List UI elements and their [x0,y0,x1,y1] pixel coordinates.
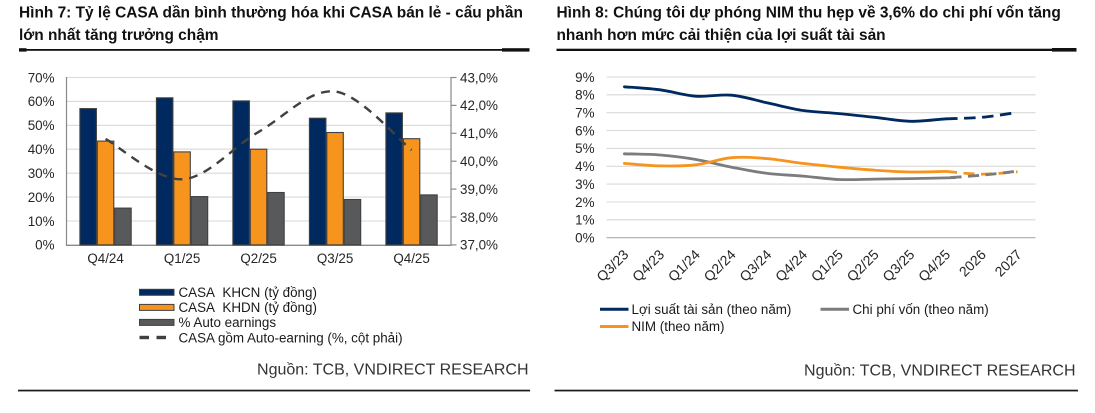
svg-text:7%: 7% [575,106,594,121]
svg-text:Nguồn: TCB, VNDIRECT RESEARCH: Nguồn: TCB, VNDIRECT RESEARCH [804,363,1075,380]
svg-text:60%: 60% [28,94,55,109]
svg-text:Hình 8: Chúng tôi dự phóng NIM: Hình 8: Chúng tôi dự phóng NIM thu hẹp v… [557,4,1061,21]
svg-text:42,0%: 42,0% [460,98,498,113]
svg-text:40,0%: 40,0% [460,154,498,169]
svg-text:3%: 3% [575,177,594,192]
svg-text:70%: 70% [28,70,55,85]
svg-text:Q1/25: Q1/25 [164,251,200,266]
svg-text:20%: 20% [28,190,55,205]
svg-text:Q2/25: Q2/25 [240,251,276,266]
svg-text:10%: 10% [28,214,55,229]
svg-text:40%: 40% [28,142,55,157]
svg-text:41,0%: 41,0% [460,126,498,141]
svg-text:CASA KHCN (tỷ đồng): CASA KHCN (tỷ đồng) [179,285,317,300]
svg-text:Lợi suất tài sản (theo năm): Lợi suất tài sản (theo năm) [632,302,792,317]
svg-text:50%: 50% [28,118,55,133]
svg-text:Q4/25: Q4/25 [393,251,429,266]
svg-text:4%: 4% [575,159,594,174]
svg-text:0%: 0% [35,238,54,253]
svg-text:5%: 5% [575,141,594,156]
svg-text:% Auto earnings: % Auto earnings [179,315,277,330]
svg-text:CASA gồm Auto-earning (%, cột: CASA gồm Auto-earning (%, cột phải) [179,330,403,345]
svg-text:1%: 1% [575,213,594,228]
svg-text:37,0%: 37,0% [460,238,498,253]
svg-text:2%: 2% [575,195,594,210]
svg-text:Q3/25: Q3/25 [317,251,353,266]
svg-text:CASA KHDN (tỷ đồng): CASA KHDN (tỷ đồng) [179,300,317,315]
svg-text:Nguồn: TCB, VNDIRECT RESEARCH: Nguồn: TCB, VNDIRECT RESEARCH [257,362,528,379]
svg-text:8%: 8% [575,88,594,103]
svg-text:Hình 7: Tỷ lệ CASA dần bình th: Hình 7: Tỷ lệ CASA dần bình thường hóa k… [19,4,523,21]
svg-text:6%: 6% [575,123,594,138]
svg-text:43,0%: 43,0% [460,70,498,85]
svg-text:Chi phí vốn (theo năm): Chi phí vốn (theo năm) [853,302,989,317]
svg-text:9%: 9% [575,70,594,85]
svg-text:Q4/24: Q4/24 [87,251,124,266]
svg-text:30%: 30% [28,166,55,181]
svg-text:NIM (theo năm): NIM (theo năm) [632,319,725,334]
svg-text:lớn nhất tăng trưởng chậm: lớn nhất tăng trưởng chậm [19,27,219,44]
svg-text:38,0%: 38,0% [460,210,498,225]
svg-text:nhanh hơn mức cải thiện của lợ: nhanh hơn mức cải thiện của lợi suất tài… [557,27,886,44]
svg-text:0%: 0% [575,231,594,246]
svg-text:39,0%: 39,0% [460,182,498,197]
